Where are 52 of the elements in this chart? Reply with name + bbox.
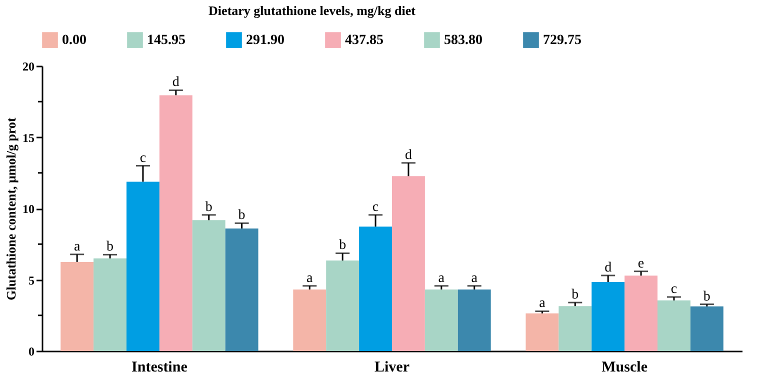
- x-tick-label: Liver: [374, 360, 410, 376]
- bar: [94, 258, 126, 351]
- annotation: a: [74, 239, 81, 254]
- y-tick-label: 5: [28, 273, 34, 288]
- annotation: a: [471, 270, 478, 286]
- bar: [326, 260, 360, 351]
- legend-label: 437.85: [345, 33, 384, 48]
- bar: [126, 182, 160, 351]
- y-tick-label: 15: [22, 130, 34, 145]
- annotation: b: [205, 200, 212, 215]
- bar: [690, 306, 724, 351]
- bar: [159, 95, 192, 351]
- annotation: b: [106, 240, 114, 255]
- bar: [526, 313, 559, 351]
- annotation: c: [140, 150, 146, 166]
- bar: [392, 176, 425, 351]
- annotation: b: [572, 288, 579, 303]
- annotation: d: [604, 260, 612, 276]
- annotation: d: [404, 148, 412, 163]
- legend-label: 583.80: [444, 33, 482, 48]
- legend-label: 145.95: [147, 33, 186, 48]
- annotation: b: [339, 238, 346, 254]
- annotation: b: [238, 208, 246, 224]
- y-tick-label: 10: [22, 202, 34, 216]
- annotation: c: [372, 200, 379, 215]
- x-tick-label: Intestine: [132, 360, 188, 376]
- legend-label: 291.90: [246, 33, 284, 48]
- legend-label: 0.00: [62, 33, 86, 48]
- y-tick-label: 0: [28, 344, 34, 358]
- bar: [60, 262, 94, 351]
- legend-label: 729.75: [543, 33, 582, 48]
- bar: [658, 300, 690, 351]
- bar: [192, 220, 226, 351]
- annotation: a: [438, 270, 446, 286]
- bar: [424, 289, 458, 351]
- bar: [225, 228, 258, 351]
- annotation: e: [638, 256, 644, 272]
- y-axis-title: Glutathione content, μmol/g prot: [4, 117, 18, 300]
- x-tick-label: Muscle: [602, 360, 648, 376]
- annotation: b: [703, 289, 710, 304]
- legend-title: Dietary glutathione levels, mg/kg diet: [208, 3, 416, 18]
- annotation: a: [539, 296, 546, 312]
- annotation: d: [172, 75, 180, 90]
- bar: [624, 276, 658, 351]
- bar: [293, 289, 326, 351]
- annotation: c: [670, 282, 678, 297]
- y-tick-label: 20: [22, 60, 34, 74]
- bar: [592, 282, 625, 351]
- bar: [359, 226, 392, 351]
- bar: [558, 306, 592, 351]
- bar: [458, 289, 491, 351]
- annotation: a: [306, 270, 314, 286]
